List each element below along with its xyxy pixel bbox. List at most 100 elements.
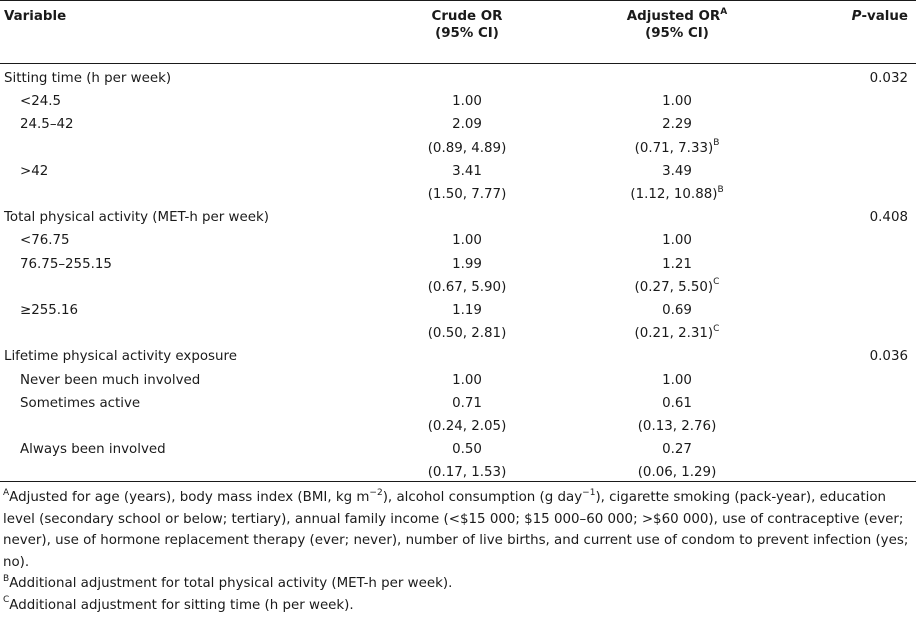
row-label: Never been much involved (20, 372, 201, 388)
crude-or-cell: 0.50 (452, 442, 482, 458)
p-value-cell: 0.032 (869, 71, 908, 86)
table-row: (0.50, 2.81) (0.21, 2.31)C (0, 323, 916, 345)
header-crude-line2: (95% CI) (435, 26, 499, 41)
footnotes: AAdjusted for age (years), body mass ind… (3, 487, 915, 616)
footnote-b-mark: B (3, 573, 10, 584)
adjusted-or-value: (0.21, 2.31) (634, 326, 714, 342)
adjusted-or-footnote-mark: C (713, 323, 720, 334)
row-label: >42 (20, 163, 49, 179)
crude-or-cell: 2.09 (452, 117, 482, 133)
p-value-cell: 0.036 (869, 349, 908, 365)
p-value-cell: 0.408 (869, 210, 908, 226)
table-row: (1.50, 7.77) (1.12, 10.88)B (0, 184, 916, 206)
crude-or-cell: 0.71 (452, 395, 482, 411)
footnote-a-sup2: −1 (582, 487, 596, 498)
header-crude-line1: Crude OR (431, 9, 503, 24)
row-label: <76.75 (20, 233, 70, 249)
adjusted-or-cell: (0.71, 7.33)B (635, 138, 720, 160)
header-adjusted-line1: Adjusted OR (626, 9, 721, 24)
crude-or-cell: (0.24, 2.05) (427, 419, 507, 434)
row-label: Sometimes active (20, 395, 141, 411)
footnote-c: CAdditional adjustment for sitting time … (3, 595, 915, 617)
crude-or-cell: 1.19 (452, 303, 482, 318)
header-pvalue-rest: -value (861, 9, 908, 24)
crude-or-cell: 1.00 (452, 233, 482, 249)
header-adjusted-line2: (95% CI) (645, 26, 709, 41)
adjusted-or-cell: (0.13, 2.76) (638, 416, 717, 438)
adjusted-or-value: (0.71, 7.33) (634, 140, 714, 156)
adjusted-or-cell: 0.27 (662, 439, 692, 461)
adjusted-or-value: 1.00 (662, 372, 692, 388)
adjusted-or-cell: (0.27, 5.50)C (635, 277, 720, 299)
adjusted-or-cell: 0.61 (662, 393, 692, 415)
row-label: Always been involved (20, 442, 166, 458)
table-row: Total physical activity (MET-h per week)… (0, 207, 916, 229)
table-row: Always been involved 0.50 0.27 (0, 439, 916, 461)
footnote-a-mark: A (3, 487, 10, 498)
header-adjusted-sup: A (720, 6, 728, 17)
adjusted-or-cell: 1.00 (662, 230, 692, 252)
header-variable-label: Variable (4, 9, 67, 24)
table-row: (0.67, 5.90) (0.27, 5.50)C (0, 277, 916, 299)
header-rule (0, 63, 916, 64)
crude-or-cell: (0.67, 5.90) (427, 279, 507, 295)
adjusted-or-value: 0.61 (662, 395, 692, 411)
adjusted-or-footnote-mark: C (713, 277, 720, 288)
footnote-a: AAdjusted for age (years), body mass ind… (3, 487, 915, 573)
header-pvalue: P-value (852, 8, 908, 25)
header-variable: Variable (4, 8, 66, 25)
adjusted-or-footnote-mark: B (713, 138, 720, 149)
table-row: Sometimes active 0.71 0.61 (0, 393, 916, 415)
row-label: Total physical activity (MET-h per week) (4, 210, 269, 226)
bottom-rule (0, 481, 916, 482)
table-row: <24.5 1.00 1.00 (0, 91, 916, 113)
adjusted-or-cell: (0.06, 1.29) (638, 462, 717, 484)
table-row: (0.17, 1.53) (0.06, 1.29) (0, 462, 916, 484)
adjusted-or-value: 1.00 (662, 94, 692, 110)
row-label: 24.5–42 (20, 117, 74, 133)
table-row: ≥255.16 1.19 0.69 (0, 300, 916, 322)
adjusted-or-value: 0.27 (662, 442, 692, 458)
table-row: <76.75 1.00 1.00 (0, 230, 916, 252)
table-row: >42 3.41 3.49 (0, 161, 916, 183)
row-label: Lifetime physical activity exposure (4, 349, 237, 365)
table-row: (0.24, 2.05) (0.13, 2.76) (0, 416, 916, 438)
crude-or-cell: (1.50, 7.77) (427, 187, 507, 202)
footnote-a-post: ), cigarette smoking (pack-year), educat… (3, 490, 909, 570)
footnote-a-mid: ), alcohol consumption (g day (382, 490, 583, 505)
crude-or-cell: 1.00 (452, 94, 482, 110)
adjusted-or-value: (0.27, 5.50) (634, 279, 714, 295)
adjusted-or-cell: (0.21, 2.31)C (635, 323, 720, 345)
adjusted-or-value: 1.00 (662, 233, 692, 249)
crude-or-cell: 1.00 (452, 372, 482, 388)
table-row: Lifetime physical activity exposure 0.036 (0, 346, 916, 368)
adjusted-or-value: 0.69 (662, 303, 692, 318)
adjusted-or-value: 1.21 (662, 256, 692, 272)
adjusted-or-value: 2.29 (662, 117, 692, 133)
table-row: Never been much involved 1.00 1.00 (0, 370, 916, 392)
footnote-a-pre: Adjusted for age (years), body mass inde… (9, 490, 370, 505)
adjusted-or-cell: 2.29 (662, 114, 692, 136)
adjusted-or-cell: 1.21 (662, 254, 692, 276)
adjusted-or-cell: (1.12, 10.88)B (630, 184, 723, 206)
footnote-a-sup1: −2 (369, 487, 383, 498)
row-label: Sitting time (h per week) (4, 71, 172, 86)
header-crude-or: Crude OR (95% CI) (432, 8, 503, 42)
footnote-b-text: Additional adjustment for total physical… (9, 576, 453, 591)
adjusted-or-cell: 0.69 (662, 300, 692, 322)
table-row: 24.5–42 2.09 2.29 (0, 114, 916, 136)
row-label: ≥255.16 (20, 303, 79, 318)
row-label: 76.75–255.15 (20, 256, 112, 272)
crude-or-cell: 1.99 (452, 256, 482, 272)
adjusted-or-value: (0.13, 2.76) (637, 419, 717, 434)
adjusted-or-footnote-mark: B (717, 184, 724, 195)
footnote-c-text: Additional adjustment for sitting time (… (9, 597, 354, 613)
row-label: <24.5 (20, 94, 62, 110)
crude-or-cell: (0.89, 4.89) (427, 140, 507, 156)
header-pvalue-italic: P (851, 9, 862, 24)
table-row: 76.75–255.15 1.99 1.21 (0, 254, 916, 276)
adjusted-or-value: (1.12, 10.88) (630, 187, 718, 202)
crude-or-cell: (0.17, 1.53) (427, 465, 507, 481)
crude-or-cell: 3.41 (452, 163, 482, 179)
